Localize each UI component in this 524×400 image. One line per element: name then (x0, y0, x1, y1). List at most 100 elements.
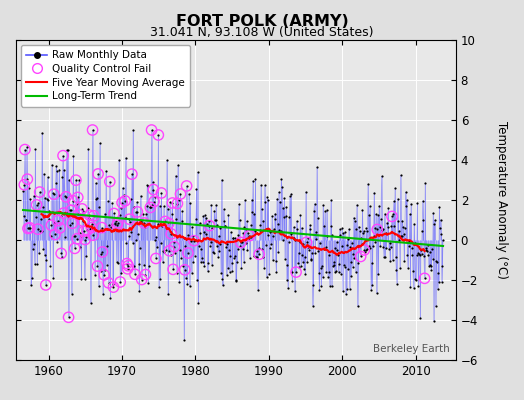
Point (288, 278, 297, 284)
Point (76, 230, 84, 236)
Point (137, 218, 145, 224)
Point (77, 232, 85, 239)
Point (216, 224, 225, 231)
Point (151, 194, 159, 200)
Point (115, 212, 124, 219)
Point (261, 199, 269, 206)
Point (34, 200, 42, 206)
Point (54, 217, 62, 224)
Point (165, 220, 173, 227)
Point (29, 192, 38, 199)
Point (423, 242, 432, 249)
Point (314, 248, 322, 254)
Point (438, 263, 446, 270)
Point (79, 218, 88, 224)
Point (365, 243, 374, 249)
Point (158, 223, 166, 229)
Point (57, 213, 65, 220)
Point (98, 249, 106, 255)
Point (369, 242, 377, 249)
Point (390, 223, 399, 229)
Point (157, 190, 166, 196)
Point (77, 276, 85, 282)
Point (245, 235, 253, 242)
Point (264, 232, 272, 239)
Point (140, 224, 149, 230)
Point (302, 188, 310, 195)
Point (112, 258, 121, 265)
Point (331, 269, 339, 275)
Point (23, 144, 31, 150)
Point (149, 186, 158, 193)
Point (265, 271, 273, 277)
Point (211, 217, 219, 223)
Point (274, 220, 282, 227)
Point (319, 202, 328, 208)
Point (117, 270, 126, 276)
Point (372, 211, 380, 218)
Point (108, 200, 116, 206)
Point (188, 224, 196, 230)
Point (74, 211, 83, 218)
Point (107, 224, 115, 230)
Point (243, 246, 252, 253)
Point (86, 300, 95, 306)
Point (184, 232, 193, 238)
Point (366, 244, 375, 251)
Point (378, 226, 387, 232)
Point (367, 260, 376, 266)
Point (114, 220, 122, 226)
Point (112, 217, 120, 224)
Point (343, 242, 351, 248)
Point (412, 276, 420, 283)
Point (178, 208, 187, 214)
Point (330, 262, 339, 268)
Point (121, 198, 129, 204)
Text: 31.041 N, 93.108 W (United States): 31.041 N, 93.108 W (United States) (150, 26, 374, 39)
Point (256, 222, 265, 228)
Point (191, 237, 200, 243)
Point (192, 216, 200, 222)
Point (66, 206, 74, 213)
Point (162, 246, 170, 253)
Point (300, 266, 308, 272)
Point (104, 280, 113, 286)
Point (165, 220, 173, 227)
Point (240, 224, 248, 230)
Point (107, 220, 116, 227)
Point (316, 240, 324, 246)
Point (32, 202, 41, 208)
Point (298, 224, 306, 231)
Point (144, 183, 152, 190)
Point (169, 266, 177, 272)
Point (71, 233, 80, 240)
Point (85, 215, 93, 221)
Point (312, 229, 320, 235)
Point (190, 238, 198, 244)
Point (428, 246, 436, 252)
Point (159, 248, 168, 254)
Point (206, 238, 215, 245)
Point (359, 230, 367, 236)
Point (21, 216, 30, 223)
Point (144, 280, 152, 286)
Point (172, 216, 180, 222)
Point (168, 200, 177, 206)
Point (282, 204, 290, 210)
Point (246, 234, 255, 240)
Point (97, 251, 105, 257)
Point (202, 215, 211, 221)
Point (238, 239, 246, 245)
Point (51, 180, 60, 186)
Point (204, 260, 212, 266)
Point (318, 262, 326, 269)
Point (304, 244, 313, 250)
Point (187, 238, 195, 244)
Point (417, 251, 425, 258)
Point (296, 238, 304, 245)
Point (150, 198, 158, 205)
Point (139, 262, 148, 268)
Point (292, 269, 300, 275)
Point (242, 240, 250, 246)
Point (363, 246, 371, 252)
